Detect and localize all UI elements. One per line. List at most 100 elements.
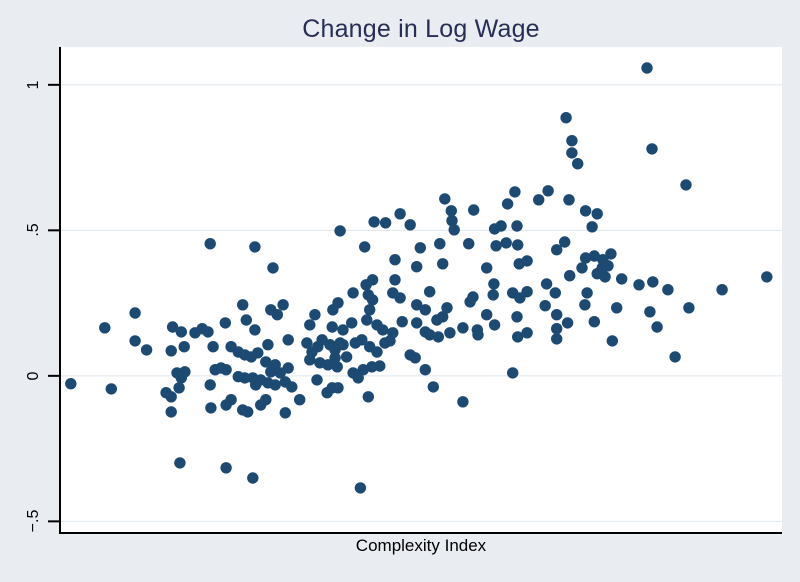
scatter-point [414,242,426,254]
scatter-point [551,333,563,345]
y-tick-label: 1 [25,80,42,90]
scatter-point [99,322,111,334]
scatter-point [633,279,645,291]
scatter-point [579,299,591,311]
scatter-point [716,284,728,296]
scatter-point [481,262,493,274]
scatter-point [394,208,406,220]
scatter-point [572,158,584,170]
scatter-point [301,337,313,349]
scatter-point [265,366,277,378]
scatter-point [129,335,141,347]
scatter-point [174,457,186,469]
scatter-point [240,314,252,326]
scatter-point [165,391,177,403]
scatter-point [267,262,279,274]
scatter-point [521,327,533,339]
scatter-point [362,391,374,403]
scatter-point [279,407,291,419]
scatter-point [446,215,458,227]
scatter-point [579,252,592,264]
scatter-point [411,299,423,311]
scatter-point [286,381,298,393]
scatter-point [445,205,457,217]
scatter-point [576,262,588,274]
scatter-point [282,334,294,346]
scatter-point [566,135,578,147]
scatter-point [563,194,575,206]
scatter-point [439,193,451,205]
chart-title: Change in Log Wage [302,15,540,43]
scatter-point [326,321,338,333]
scatter-point [468,204,480,216]
scatter-point [165,406,177,418]
scatter-point [424,286,436,298]
scatter-point [409,352,421,364]
scatter-point [509,186,521,198]
scatter-point [304,319,316,331]
scatter-point [377,324,389,336]
scatter-point [366,294,379,306]
scatter-point [606,335,618,347]
scatter-point [207,341,219,353]
scatter-point [340,351,353,363]
scatter-point [204,238,216,250]
scatter-point [304,354,316,366]
scatter-point [329,352,341,364]
scatter-point [588,316,600,328]
scatter-point [511,220,523,232]
scatter-point [669,351,681,363]
scatter-point [495,220,507,232]
scatter-point [242,406,254,418]
scatter-point [651,321,663,333]
scatter-point [501,198,514,210]
scatter-point [404,219,416,231]
scatter-point [247,472,259,484]
scatter-point [500,237,512,249]
scatter-point [360,279,372,291]
scatter-point [179,366,191,378]
scatter-point [441,302,453,314]
scatter-point [427,381,439,393]
scatter-point [683,302,695,314]
scatter-point [437,311,449,323]
scatter-point [481,309,493,321]
scatter-point [533,194,545,206]
scatter-point [359,241,371,253]
scatter-point [331,361,343,373]
scatter-point [252,347,264,359]
scatter-point [374,360,386,372]
scatter-point [105,383,118,395]
scatter-point [394,292,406,304]
scatter-point [511,311,523,323]
scatter-point [549,287,561,299]
scatter-point [337,339,349,351]
scatter-point [396,316,408,328]
scatter-point [611,302,623,314]
scatter-point [334,225,346,237]
scatter-point [225,394,237,406]
scatter-point [347,287,359,299]
scatter-point [616,273,628,285]
scatter-point [140,344,153,356]
scatter-point [560,112,572,124]
scatter-point [579,205,592,217]
scatter-point [488,278,500,290]
scatter-point [205,402,217,414]
scatter-point [542,185,554,197]
scatter-point [644,306,656,318]
scatter-point [457,322,469,334]
scatter-point [361,314,373,326]
scatter-point [521,255,533,267]
scatter-point [368,216,380,228]
scatter-point [322,359,334,371]
scatter-point [337,324,349,336]
scatter-point [220,364,232,376]
scatter-point [178,341,190,353]
scatter-point [389,274,401,286]
scatter-point [371,346,383,358]
scatter-point [311,374,323,386]
scatter-point [444,327,456,339]
scatter-point [294,394,306,406]
